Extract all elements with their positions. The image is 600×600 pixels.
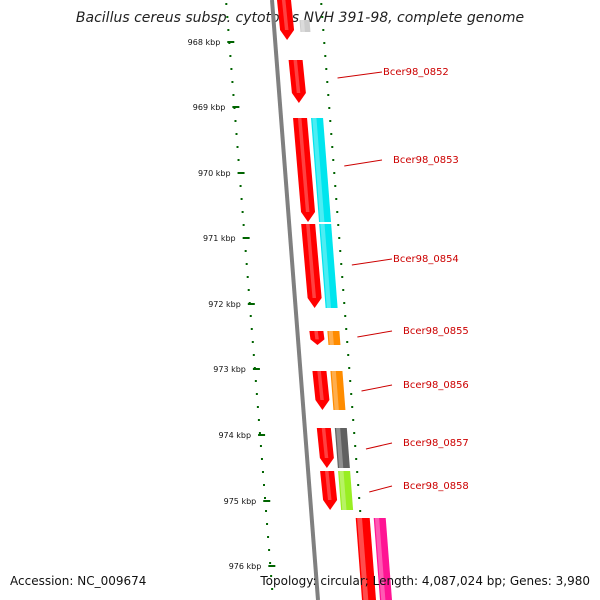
gene-label-line [337,71,383,79]
cds-arrow-highlight [325,471,332,500]
scale-tick-label: 976 kbp [229,562,262,571]
scale-tick-label: 974 kbp [218,431,251,440]
gene-label-line [369,485,393,493]
gene-features [277,0,392,600]
feature-partial-highlight [300,20,305,32]
feature-bar [311,118,332,222]
feature-bar [327,331,341,345]
gene-label-line [361,384,393,392]
accession-label: Accession: NC_009674 [10,574,147,588]
feature-bar-highlight [336,428,344,468]
feature-bar-partial [373,518,392,600]
feature-partial [299,20,311,32]
feature-bar [334,428,350,468]
gene-label-line [351,258,393,266]
backbone-line [270,0,320,600]
cds-arrow [288,60,306,103]
genome-backbone [270,0,320,600]
feature-bar-partial-highlight [374,518,386,600]
scale-tick-label: 970 kbp [198,169,231,178]
feature-bar-highlight [331,371,339,410]
cds-arrow [301,224,322,308]
cds-bar-partial [355,518,376,600]
cds-arrow-highlight [293,60,301,93]
gene-label[interactable]: Bcer98_0855 [403,326,469,337]
cds-arrow-highlight [317,371,324,400]
cds-arrow-highlight [306,224,317,298]
gene-label[interactable]: Bcer98_0854 [393,254,459,265]
cds-arrow-partial-highlight [281,0,289,30]
gene-label-line [357,330,393,338]
feature-bar-highlight [339,471,347,510]
scale-tick-label: 969 kbp [193,103,226,112]
gene-label[interactable]: Bcer98_0856 [403,380,469,391]
cds-bar-partial-highlight [357,518,369,600]
cds-arrow [320,471,338,510]
scale-tick-label: 972 kbp [208,300,241,309]
cds-arrow-highlight [297,118,310,212]
feature-bar-highlight [320,224,332,308]
feature-bar-highlight [328,331,334,345]
map-title: Bacillus cereus subsp. cytotoxis NVH 391… [75,10,525,26]
genome-summary: Topology: circular; Length: 4,087,024 bp… [260,574,590,588]
scale-tick-label: 968 kbp [188,38,221,47]
feature-bar-highlight [312,118,325,222]
gene-label-line [344,159,383,167]
cds-arrow [312,371,330,410]
scale-tick-label: 973 kbp [213,365,246,374]
gene-label[interactable]: Bcer98_0852 [383,67,449,78]
cds-arrow-highlight [314,331,319,340]
gene-label[interactable]: Bcer98_0853 [393,155,459,166]
feature-bar [319,224,338,308]
scale-tick-label: 975 kbp [224,497,257,506]
kbp-scale: 968 kbp 969 kbp 970 kbp 971 kbp 972 kbp 973 k… [188,3,368,590]
gene-label[interactable]: Bcer98_0857 [403,438,469,449]
cds-arrow [293,118,316,222]
gene-label[interactable]: Bcer98_0858 [403,481,469,492]
scale-tick-label: 971 kbp [203,234,236,243]
feature-bar [338,471,354,510]
cds-arrow [309,331,325,345]
gene-label-line [365,442,393,450]
cds-arrow-partial [277,0,295,40]
gene-labels: Bcer98_0852 Bcer98_0853 Bcer98_0854 Bcer98_… [337,67,469,493]
cds-arrow [316,428,334,468]
feature-bar [330,371,346,410]
cds-arrow-highlight [321,428,329,458]
